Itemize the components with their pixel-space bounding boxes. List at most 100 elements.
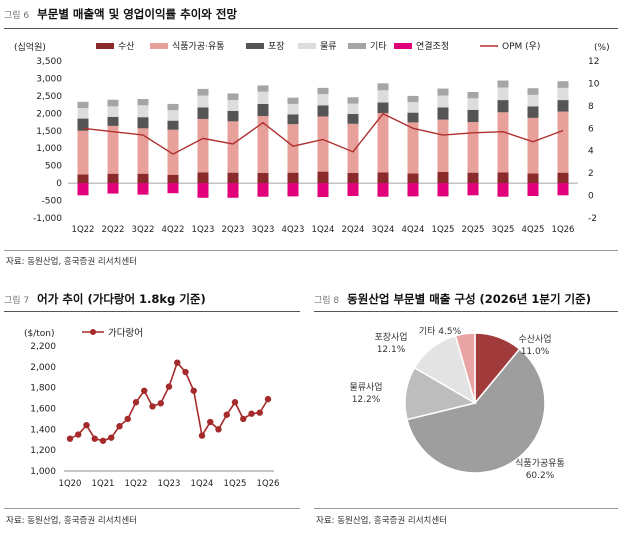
bar-segment bbox=[287, 103, 299, 115]
footer-rule bbox=[314, 508, 618, 509]
bar-segment bbox=[287, 97, 299, 104]
bar-segment bbox=[317, 116, 329, 172]
bar-segment bbox=[167, 174, 179, 184]
bar-segment bbox=[347, 97, 359, 104]
y-tick-label: 1,600 bbox=[30, 405, 56, 415]
legend-swatch bbox=[298, 43, 316, 49]
slice-label: 물류사업 bbox=[349, 382, 382, 393]
price-point bbox=[141, 387, 148, 394]
pie-slice bbox=[406, 348, 546, 474]
bar-segment bbox=[107, 173, 119, 184]
bar-segment bbox=[107, 125, 119, 174]
bar-segment bbox=[467, 98, 479, 110]
y-axis-label: ($/ton) bbox=[24, 329, 55, 339]
figure-source: 자료: 동원산업, 흥국증권 리서치센터 bbox=[6, 257, 137, 267]
bar-segment bbox=[557, 111, 569, 173]
x-tick-label: 2Q25 bbox=[462, 225, 485, 235]
price-point bbox=[174, 359, 181, 366]
x-tick-label: 3Q23 bbox=[252, 225, 275, 235]
bar-segment bbox=[377, 183, 389, 197]
y-tick-label: -1,000 bbox=[33, 214, 62, 224]
slice-label: 포장사업 bbox=[374, 332, 407, 343]
price-point bbox=[256, 409, 263, 416]
price-point bbox=[116, 423, 123, 430]
bar-segment bbox=[527, 117, 539, 174]
x-tick-label: 4Q23 bbox=[282, 225, 305, 235]
bar-segment bbox=[137, 99, 149, 106]
bar-segment bbox=[407, 122, 419, 174]
x-tick-label: 1Q26 bbox=[257, 479, 280, 489]
y-tick-label: 3,000 bbox=[36, 74, 62, 84]
bar-segment bbox=[497, 80, 509, 88]
y-tick-label: 1,000 bbox=[30, 467, 56, 477]
figure-source: 자료: 동원산업, 흥국증권 리서치센터 bbox=[316, 516, 447, 526]
bar-segment bbox=[257, 103, 269, 117]
bar-segment bbox=[407, 112, 419, 123]
price-point bbox=[91, 435, 98, 442]
price-point bbox=[231, 399, 239, 406]
legend-label: 가다랑어 bbox=[108, 327, 143, 339]
bar-segment bbox=[167, 110, 179, 121]
y2-tick-label: 6 bbox=[588, 124, 594, 134]
y2-tick-label: 4 bbox=[588, 147, 594, 157]
x-tick-label: 3Q24 bbox=[372, 225, 395, 235]
price-point bbox=[207, 418, 214, 426]
x-tick-label: 1Q24 bbox=[191, 479, 214, 489]
bar-segment bbox=[437, 171, 449, 184]
bar-segment bbox=[107, 106, 119, 117]
bar-segment bbox=[197, 118, 209, 173]
slice-label: 수산사업 bbox=[518, 334, 551, 345]
bar-segment bbox=[197, 88, 209, 96]
bar-segment bbox=[377, 102, 389, 113]
slice-label: 기타 4.5% bbox=[419, 326, 462, 337]
bar-segment bbox=[77, 130, 89, 175]
price-point bbox=[248, 410, 255, 417]
bar-segment bbox=[317, 87, 329, 95]
footer-rule bbox=[4, 508, 300, 509]
bar-segment bbox=[527, 106, 539, 118]
bar-segment bbox=[77, 108, 89, 119]
header-rule bbox=[4, 28, 618, 29]
price-point bbox=[132, 399, 140, 406]
x-tick-label: 2Q22 bbox=[102, 225, 125, 235]
bar-segment bbox=[227, 172, 239, 184]
bar-segment bbox=[167, 120, 179, 130]
figure-title: 부문별 매출액 및 영업이익률 추이와 전망 bbox=[37, 7, 238, 21]
bar-segment bbox=[437, 95, 449, 108]
bar-segment bbox=[407, 183, 419, 197]
bar-segment bbox=[557, 87, 569, 101]
bar-segment bbox=[557, 100, 569, 112]
bar-segment bbox=[317, 105, 329, 117]
x-tick-label: 1Q21 bbox=[92, 479, 115, 489]
bar-segment bbox=[77, 183, 89, 196]
x-tick-label: 4Q25 bbox=[522, 225, 545, 235]
bar-segment bbox=[197, 183, 209, 198]
legend-label: 연결조정 bbox=[416, 41, 449, 52]
y-tick-label: 500 bbox=[45, 162, 62, 172]
bar-segment bbox=[467, 92, 479, 99]
x-tick-label: 1Q22 bbox=[125, 479, 148, 489]
bar-segment bbox=[497, 100, 509, 113]
header-rule bbox=[314, 311, 618, 312]
bar-segment bbox=[407, 95, 419, 103]
header-rule bbox=[4, 311, 300, 312]
legend-swatch bbox=[150, 43, 168, 49]
price-point bbox=[66, 435, 74, 442]
legend-swatch bbox=[96, 43, 114, 49]
bar-segment bbox=[257, 116, 269, 173]
legend-swatch bbox=[394, 43, 412, 49]
bar-segment bbox=[257, 91, 269, 104]
bar-segment bbox=[167, 129, 179, 175]
y-axis-label: (십억원) bbox=[14, 41, 46, 53]
y-tick-label: 1,400 bbox=[30, 425, 56, 435]
bar-segment bbox=[227, 121, 239, 173]
legend-label: OPM (우) bbox=[502, 41, 540, 52]
figure-title: 동원산업 부문별 매출 구성 (2026년 1분기 기준) bbox=[347, 292, 591, 306]
legend-label: 수산 bbox=[118, 41, 135, 52]
price-point bbox=[264, 395, 272, 403]
y-tick-label: 2,000 bbox=[30, 363, 56, 373]
y2-tick-label: 2 bbox=[588, 169, 594, 179]
bar-segment bbox=[347, 123, 359, 173]
x-tick-label: 1Q26 bbox=[552, 225, 575, 235]
pie-slice bbox=[454, 332, 476, 404]
